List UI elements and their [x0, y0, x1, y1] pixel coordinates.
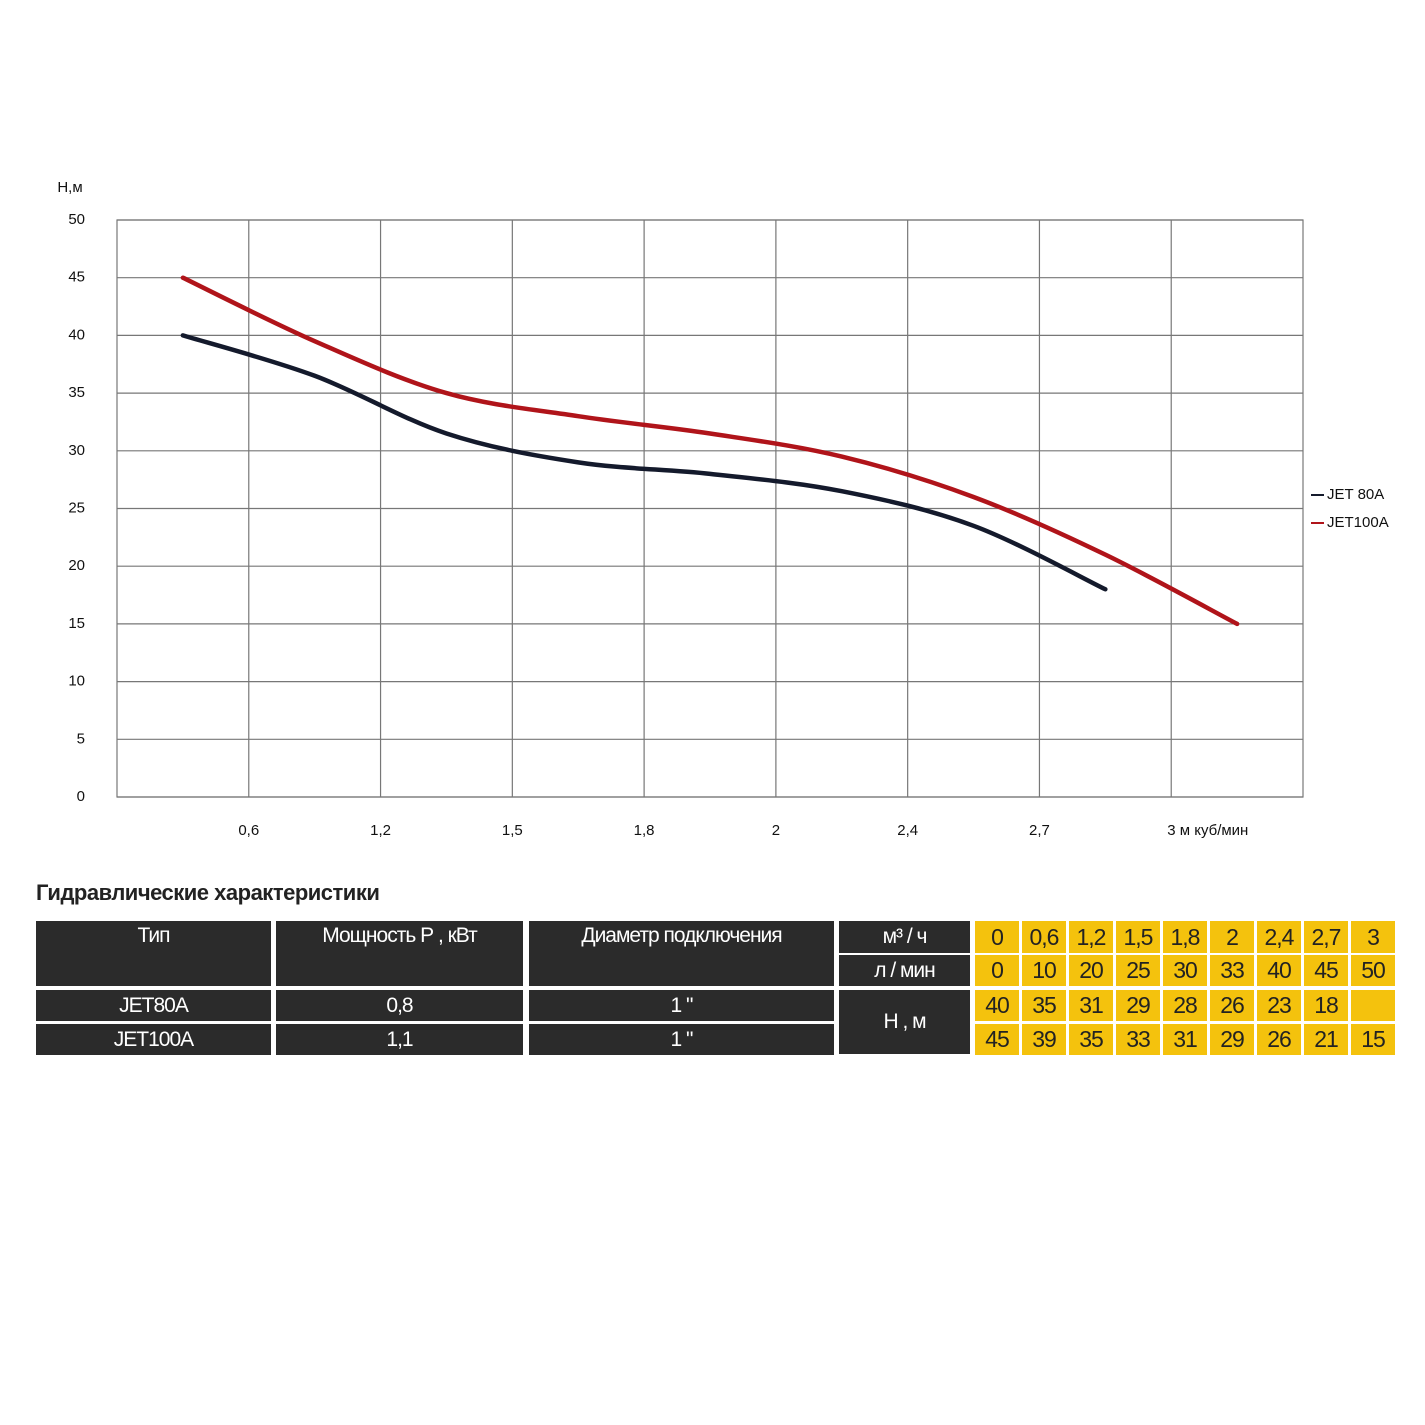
x-tick-label: 1,2	[370, 822, 391, 839]
head-cell: 45	[975, 1024, 1019, 1055]
flow-cell: 45	[1304, 955, 1348, 986]
y-tick-label: 50	[68, 211, 85, 228]
head-cell: 29	[1210, 1024, 1254, 1055]
power-cell: 0,8	[276, 990, 523, 1021]
head-cell	[1351, 990, 1395, 1021]
model-cell: JET80A	[36, 990, 271, 1021]
y-tick-label: 30	[68, 442, 85, 459]
y-axis-label: Н,м	[57, 179, 82, 196]
header-cell: л / мин	[839, 955, 970, 986]
head-cell: 40	[975, 990, 1019, 1021]
power-cell: 1,1	[276, 1024, 523, 1055]
head-cell: 31	[1069, 990, 1113, 1021]
head-cell: 29	[1116, 990, 1160, 1021]
table-title: Гидравлические характеристики	[36, 880, 380, 905]
x-tick-label: 1,8	[634, 822, 655, 839]
x-tick-label: 2,7	[1029, 822, 1050, 839]
head-cell: 28	[1163, 990, 1207, 1021]
flow-cell: 3	[1351, 921, 1395, 953]
head-cell: 26	[1210, 990, 1254, 1021]
flow-cell: 0	[975, 955, 1019, 986]
y-tick-label: 25	[68, 499, 85, 516]
legend-label: JET100A	[1327, 514, 1389, 531]
flow-cell: 0	[975, 921, 1019, 953]
header-cell: Мощность Р , кВт	[276, 921, 523, 986]
model-cell: JET100A	[36, 1024, 271, 1055]
series-line	[180, 275, 1240, 627]
flow-cell: 1,8	[1163, 921, 1207, 953]
y-tick-label: 20	[68, 557, 85, 574]
legend-label: JET 80A	[1327, 486, 1384, 503]
flow-cell: 2	[1210, 921, 1254, 953]
y-tick-label: 0	[77, 788, 85, 805]
flow-cell: 20	[1069, 955, 1113, 986]
x-tick-label: 1,5	[502, 822, 523, 839]
header-cell: Диаметр подключения	[529, 921, 834, 986]
head-cell: 39	[1022, 1024, 1066, 1055]
flow-cell: 25	[1116, 955, 1160, 986]
flow-cell: 33	[1210, 955, 1254, 986]
diameter-cell: 1 "	[529, 1024, 834, 1055]
head-cell: 31	[1163, 1024, 1207, 1055]
x-tick-label: 0,6	[238, 822, 259, 839]
flow-cell: 30	[1163, 955, 1207, 986]
y-tick-label: 10	[68, 673, 85, 690]
y-tick-label: 15	[68, 615, 85, 632]
x-tick-label: 2	[772, 822, 780, 839]
flow-cell: 1,5	[1116, 921, 1160, 953]
flow-cell: 40	[1257, 955, 1301, 986]
y-tick-label: 45	[68, 269, 85, 286]
flow-cell: 2,4	[1257, 921, 1301, 953]
flow-cell: 2,7	[1304, 921, 1348, 953]
head-cell: 21	[1304, 1024, 1348, 1055]
head-cell: 18	[1304, 990, 1348, 1021]
series-line	[180, 333, 1108, 592]
y-tick-label: 40	[68, 326, 85, 343]
head-cell: 35	[1069, 1024, 1113, 1055]
y-tick-label: 35	[68, 384, 85, 401]
diameter-cell: 1 "	[529, 990, 834, 1021]
y-tick-label: 5	[77, 730, 85, 747]
head-cell: 33	[1116, 1024, 1160, 1055]
chart: Н,м 0 5 10 15 20 25 30 35 40 45 50 0,6 1,2 1,5 1,8 2 2,4…	[57, 179, 1389, 839]
flow-cell: 0,6	[1022, 921, 1066, 953]
header-cell: м³ / ч	[839, 921, 970, 953]
flow-cell: 10	[1022, 955, 1066, 986]
header-cell: Тип	[36, 921, 271, 986]
x-tick-label: 2,4	[897, 822, 918, 839]
x-tick-label: 3 м куб/мин	[1167, 822, 1248, 839]
head-cell: 15	[1351, 1024, 1395, 1055]
flow-cell: 1,2	[1069, 921, 1113, 953]
head-cell: 35	[1022, 990, 1066, 1021]
header-cell: Н , м	[839, 990, 970, 1054]
flow-cell: 50	[1351, 955, 1395, 986]
head-cell: 26	[1257, 1024, 1301, 1055]
head-cell: 23	[1257, 990, 1301, 1021]
